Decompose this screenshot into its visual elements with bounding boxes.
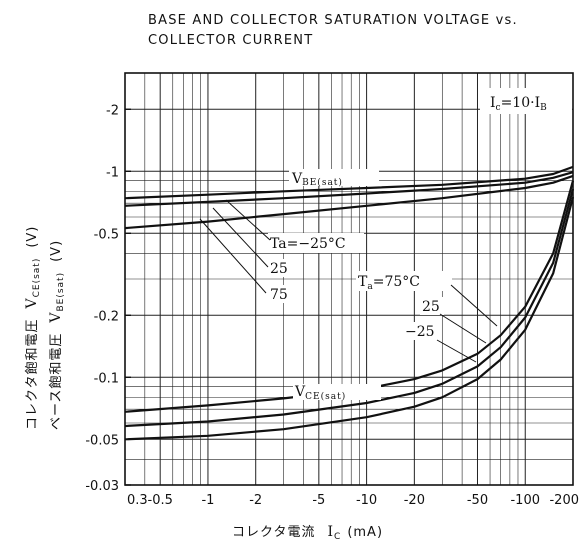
ce-m25-label: −25 [405,324,435,340]
y-tick-label: -0.1 [94,371,119,386]
y-axis-title-2: ベース飽和電圧VBE(sat)(V) [48,240,66,430]
x-tick-label: -20 [404,493,425,508]
x-tick-label: 0.3 [127,493,148,508]
x-axis-title: コレクタ電流 IC (mA) [232,524,383,542]
svg-text:コレクタ飽和電圧VCE(sat)(V): コレクタ飽和電圧VCE(sat)(V) [24,226,42,430]
x-tick-label: -0.5 [148,493,173,508]
ce-ta-leader [450,284,498,327]
y-axis-title-1: コレクタ飽和電圧VCE(sat)(V) [24,226,42,430]
be-ta-label: Ta=−25°C [270,236,346,252]
x-tick-label: -100 [510,493,540,508]
vce-label: VCE(sat) [294,384,346,402]
series-line-cesat-4 [124,188,575,428]
vbe-label: VBE(sat) [291,171,343,188]
vce-label-bg [293,384,381,400]
condition-label: Ic=10·IB [490,95,547,113]
series-line-besat-2 [124,174,574,230]
condition-box [480,88,572,114]
x-tick-label: -10 [356,493,377,508]
be-25-label-bg [268,259,290,277]
be-25-label: 25 [270,261,288,277]
ce-ta-label: Ta=75°C [358,274,420,292]
x-tick-label: -200 [549,493,579,508]
ce-25-label: 25 [422,299,440,315]
ce-25-leader [439,313,487,344]
chart-title-line1: BASE AND COLLECTOR SATURATION VOLTAGE vs… [148,13,518,28]
be-75-label-bg [268,285,290,303]
be-ta-leader [225,199,271,241]
y-tick-label: -0.2 [94,309,119,324]
ce-m25-leader [436,339,477,363]
y-tick-label: -1 [106,165,119,180]
x-tick-label: -50 [467,493,488,508]
series-line-cesat-5 [124,196,575,441]
series-group [124,165,575,441]
y-tick-label: -2 [106,103,119,118]
x-tick-label: -1 [201,493,214,508]
series-line-cesat-3 [124,180,575,413]
x-tick-label: -5 [312,493,325,508]
svg-text:ベース飽和電圧VBE(sat)(V): ベース飽和電圧VBE(sat)(V) [48,240,66,430]
plot-frame [124,72,574,486]
be-ta-label-bg [268,233,364,253]
x-tick-labels: 0.3 -0.5 -1 -2 -5 -10 -20 -50 -100 -200 [127,493,579,508]
vbe-label-bg [289,169,379,186]
ce-ta-label-bg [356,271,452,291]
be-75-label: 75 [270,287,288,303]
be-75-leader [199,218,267,294]
y-tick-label: -0.05 [85,433,119,448]
y-tick-label: -0.5 [94,227,119,242]
series-line-besat-1 [124,171,574,207]
series-line-besat-0 [124,165,574,200]
x-tick-label: -2 [249,493,262,508]
chart-title-line2: COLLECTOR CURRENT [148,33,313,48]
be-25-leader [212,207,269,268]
ce-25-label-bg [420,297,444,315]
y-tick-label: -0.03 [85,479,119,494]
y-tick-labels: -2 -1 -0.5 -0.2 -0.1 -0.05 -0.03 [85,103,131,494]
ce-m25-label-bg [404,322,440,340]
